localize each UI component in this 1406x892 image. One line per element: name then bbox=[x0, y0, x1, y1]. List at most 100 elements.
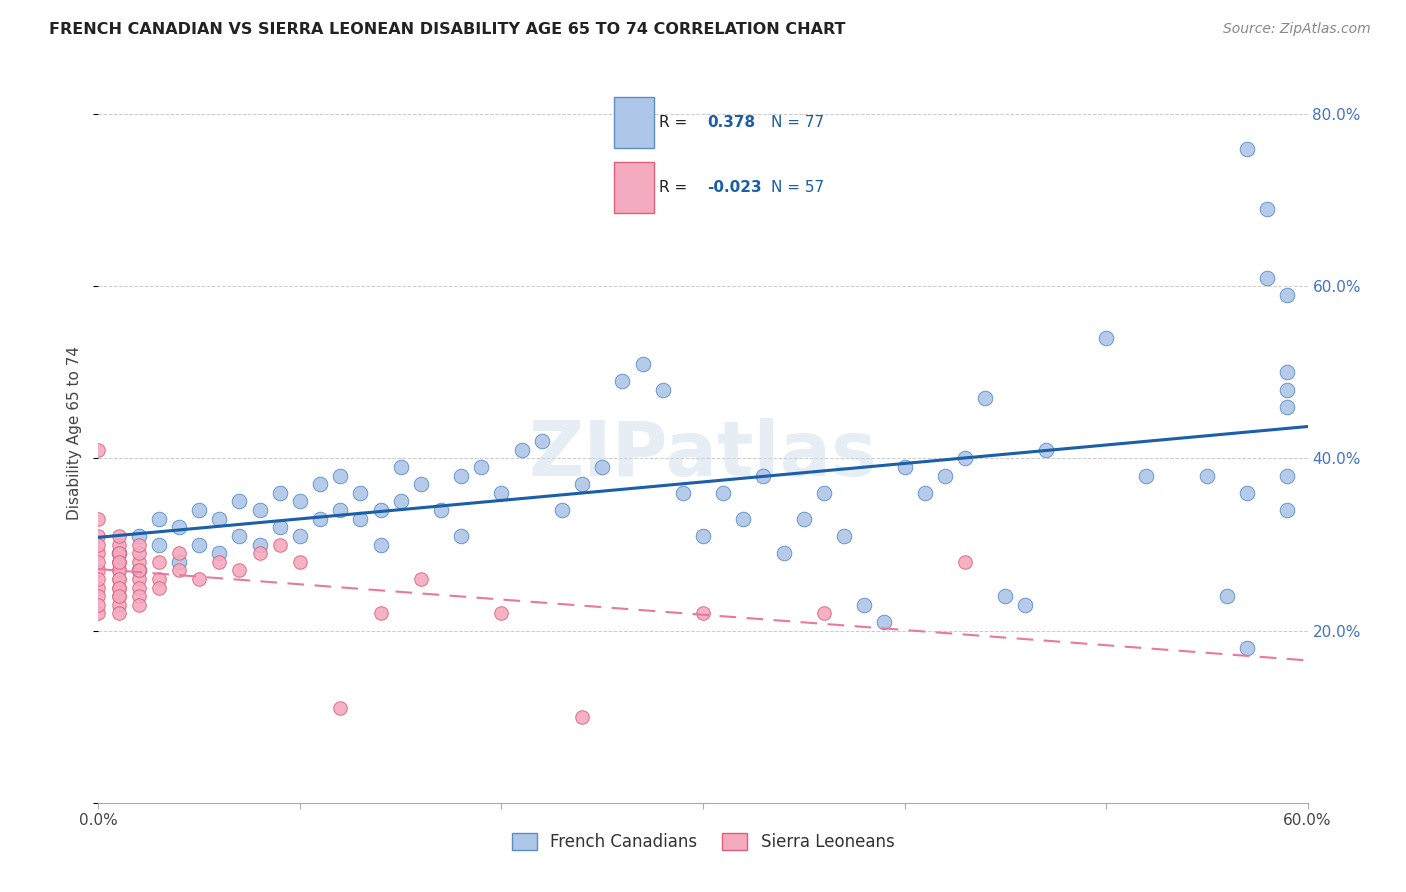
Point bbox=[87, 555, 110, 569]
Point bbox=[107, 581, 129, 595]
Point bbox=[793, 512, 815, 526]
Point bbox=[128, 581, 150, 595]
Point bbox=[148, 572, 170, 586]
Point bbox=[772, 546, 794, 560]
Point bbox=[491, 607, 513, 621]
Point bbox=[128, 537, 150, 551]
Point bbox=[128, 555, 150, 569]
Point bbox=[87, 512, 110, 526]
Point bbox=[530, 434, 553, 449]
Point bbox=[288, 529, 311, 543]
Point bbox=[450, 529, 472, 543]
Point bbox=[288, 494, 311, 508]
Point bbox=[107, 589, 129, 603]
Text: FRENCH CANADIAN VS SIERRA LEONEAN DISABILITY AGE 65 TO 74 CORRELATION CHART: FRENCH CANADIAN VS SIERRA LEONEAN DISABI… bbox=[49, 22, 846, 37]
Point bbox=[128, 563, 150, 577]
Point bbox=[167, 563, 190, 577]
Point bbox=[510, 442, 533, 457]
Point bbox=[208, 512, 231, 526]
Point bbox=[87, 529, 110, 543]
Point bbox=[1095, 331, 1118, 345]
Point bbox=[188, 503, 211, 517]
Point bbox=[167, 520, 190, 534]
Point bbox=[370, 503, 392, 517]
Y-axis label: Disability Age 65 to 74: Disability Age 65 to 74 bbox=[67, 345, 83, 520]
Point bbox=[853, 598, 876, 612]
Point bbox=[148, 537, 170, 551]
Point bbox=[1277, 400, 1299, 414]
Point bbox=[370, 537, 392, 551]
Point bbox=[269, 486, 291, 500]
Point bbox=[370, 607, 392, 621]
Point bbox=[87, 589, 110, 603]
Point bbox=[651, 383, 673, 397]
Point bbox=[107, 529, 129, 543]
Point bbox=[208, 546, 231, 560]
Point bbox=[692, 529, 714, 543]
Point bbox=[1277, 383, 1299, 397]
Point bbox=[733, 512, 755, 526]
Legend: French Canadians, Sierra Leoneans: French Canadians, Sierra Leoneans bbox=[505, 826, 901, 857]
Point bbox=[450, 468, 472, 483]
Point bbox=[914, 486, 936, 500]
Point bbox=[87, 537, 110, 551]
Point bbox=[1277, 288, 1299, 302]
Point bbox=[1236, 142, 1258, 156]
Text: Source: ZipAtlas.com: Source: ZipAtlas.com bbox=[1223, 22, 1371, 37]
Point bbox=[409, 572, 432, 586]
Point bbox=[953, 555, 976, 569]
Point bbox=[1256, 270, 1278, 285]
Point bbox=[87, 581, 110, 595]
Point bbox=[167, 546, 190, 560]
Point bbox=[974, 391, 997, 405]
Point bbox=[1236, 486, 1258, 500]
Point bbox=[349, 512, 371, 526]
Point bbox=[107, 555, 129, 569]
Point bbox=[148, 581, 170, 595]
Point bbox=[87, 563, 110, 577]
Point bbox=[813, 607, 835, 621]
Point bbox=[87, 546, 110, 560]
Point bbox=[228, 494, 250, 508]
Point bbox=[711, 486, 734, 500]
Point bbox=[87, 607, 110, 621]
Point bbox=[591, 460, 613, 475]
Point bbox=[430, 503, 453, 517]
Point bbox=[470, 460, 492, 475]
Point bbox=[107, 546, 129, 560]
Point bbox=[148, 512, 170, 526]
Point bbox=[329, 701, 352, 715]
Point bbox=[832, 529, 855, 543]
Point bbox=[107, 546, 129, 560]
Point bbox=[148, 555, 170, 569]
Point bbox=[612, 374, 634, 388]
Point bbox=[1236, 640, 1258, 655]
Point bbox=[288, 555, 311, 569]
Point bbox=[107, 589, 129, 603]
Point bbox=[167, 555, 190, 569]
Point bbox=[1277, 365, 1299, 379]
Point bbox=[107, 563, 129, 577]
Text: ZIPatlas: ZIPatlas bbox=[529, 417, 877, 491]
Point bbox=[752, 468, 775, 483]
Point bbox=[208, 555, 231, 569]
Point bbox=[228, 563, 250, 577]
Point bbox=[1135, 468, 1157, 483]
Point bbox=[994, 589, 1017, 603]
Point bbox=[571, 709, 593, 723]
Point bbox=[1256, 202, 1278, 216]
Point bbox=[409, 477, 432, 491]
Point bbox=[228, 529, 250, 543]
Point bbox=[128, 563, 150, 577]
Point bbox=[107, 563, 129, 577]
Point bbox=[953, 451, 976, 466]
Point bbox=[309, 477, 332, 491]
Point bbox=[571, 477, 593, 491]
Point bbox=[249, 537, 271, 551]
Point bbox=[1277, 468, 1299, 483]
Point bbox=[128, 529, 150, 543]
Point bbox=[107, 607, 129, 621]
Point bbox=[1035, 442, 1057, 457]
Point bbox=[107, 572, 129, 586]
Point bbox=[128, 563, 150, 577]
